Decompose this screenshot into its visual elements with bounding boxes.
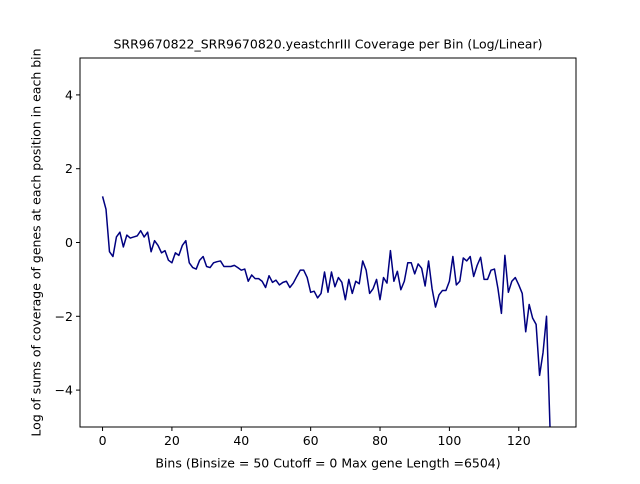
- x-tick-label: 0: [99, 433, 107, 448]
- y-tick-label: 0: [65, 235, 73, 250]
- y-tick-label: 2: [65, 161, 73, 176]
- y-tick-label: −2: [55, 309, 73, 324]
- x-tick-label: 120: [507, 433, 531, 448]
- y-tick-label: 4: [65, 87, 73, 102]
- x-axis-label: Bins (Binsize = 50 Cutoff = 0 Max gene L…: [155, 456, 500, 471]
- x-tick-label: 80: [372, 433, 388, 448]
- x-tick-label: 60: [303, 433, 319, 448]
- y-axis-label: Log of sums of coverage of genes at each…: [29, 48, 44, 436]
- x-tick-label: 100: [437, 433, 461, 448]
- series-line: [101, 196, 551, 427]
- x-tick-label: 40: [233, 433, 249, 448]
- x-tick-label: 20: [164, 433, 180, 448]
- chart-title: SRR9670822_SRR9670820.yeastchrIII Covera…: [114, 37, 543, 52]
- y-tick-label: −4: [55, 383, 73, 398]
